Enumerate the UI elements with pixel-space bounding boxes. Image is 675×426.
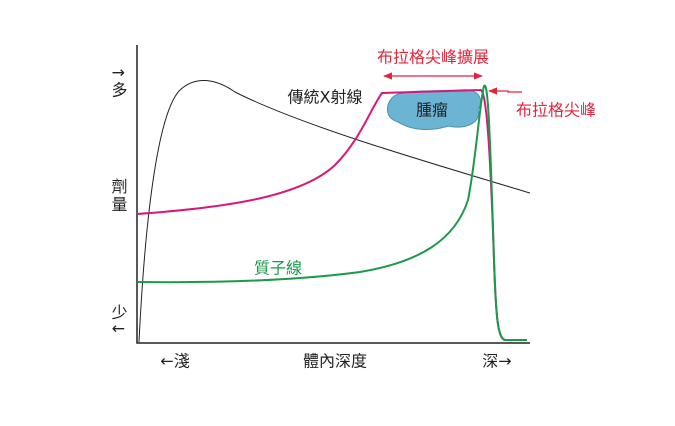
proton-label: 質子線 — [254, 259, 302, 278]
xray-curve — [138, 79, 531, 343]
sobp-label: 布拉格尖峰擴展 — [377, 48, 489, 67]
proton-curve — [136, 84, 527, 341]
sobp-curve — [136, 89, 527, 341]
x-shallow-label: ←淺 — [160, 352, 189, 371]
y-high-label: ↑多 — [109, 66, 128, 99]
y-axis-label: 劑量 — [109, 178, 128, 214]
y-low-label: 少↓ — [109, 304, 128, 337]
peak-arrow — [488, 87, 522, 95]
x-deep-label: 深→ — [482, 352, 511, 371]
axes — [136, 45, 530, 344]
x-axis-label: 體內深度 — [303, 352, 367, 371]
peak-label: 布拉格尖峰 — [516, 101, 596, 120]
tumor-label: 腫瘤 — [416, 101, 448, 120]
xray-label: 傳統X射線 — [288, 88, 363, 107]
